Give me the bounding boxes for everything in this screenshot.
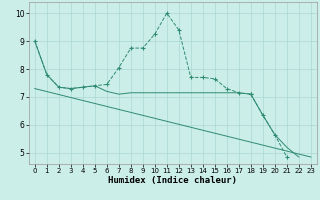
X-axis label: Humidex (Indice chaleur): Humidex (Indice chaleur) <box>108 176 237 185</box>
